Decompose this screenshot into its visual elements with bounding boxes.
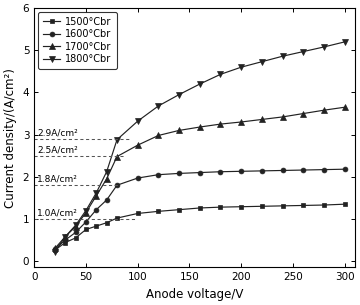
Line: 1600°Cbr: 1600°Cbr (53, 167, 347, 252)
1800°Cbr (53, 250, 57, 254)
1800°Cbr (260, 60, 264, 63)
1600°Cbr (301, 168, 305, 172)
1600°Cbr (198, 171, 202, 174)
1800°Cbr (322, 45, 326, 49)
1700°Cbr (94, 194, 99, 198)
1700°Cbr (260, 118, 264, 121)
1700°Cbr (218, 122, 222, 126)
1700°Cbr (342, 106, 347, 109)
1600°Cbr (84, 220, 88, 224)
Text: 2.5A/cm²: 2.5A/cm² (37, 145, 78, 154)
1500°Cbr (239, 205, 243, 209)
1500°Cbr (280, 204, 285, 208)
1700°Cbr (53, 247, 57, 250)
1800°Cbr (156, 104, 161, 108)
1600°Cbr (115, 183, 119, 187)
1700°Cbr (84, 211, 88, 214)
1700°Cbr (239, 120, 243, 124)
1700°Cbr (73, 225, 78, 228)
Text: 2.9A/cm²: 2.9A/cm² (37, 128, 78, 137)
1500°Cbr (342, 202, 347, 206)
Line: 1700°Cbr: 1700°Cbr (52, 104, 348, 252)
1500°Cbr (135, 212, 140, 215)
1500°Cbr (260, 204, 264, 208)
1800°Cbr (177, 93, 181, 96)
1800°Cbr (239, 65, 243, 69)
1500°Cbr (94, 224, 99, 228)
X-axis label: Anode voltage/V: Anode voltage/V (146, 288, 243, 301)
1800°Cbr (301, 50, 305, 53)
1500°Cbr (63, 241, 67, 244)
1600°Cbr (218, 170, 222, 174)
1800°Cbr (198, 82, 202, 86)
1700°Cbr (115, 155, 119, 158)
1800°Cbr (94, 191, 99, 195)
1600°Cbr (177, 172, 181, 175)
1800°Cbr (135, 119, 140, 123)
1700°Cbr (322, 108, 326, 112)
1800°Cbr (104, 170, 109, 174)
1600°Cbr (322, 168, 326, 171)
1600°Cbr (63, 238, 67, 242)
1600°Cbr (94, 208, 99, 211)
Text: 1.0A/cm²: 1.0A/cm² (37, 208, 78, 217)
1600°Cbr (342, 167, 347, 171)
1600°Cbr (53, 247, 57, 251)
1800°Cbr (115, 138, 119, 142)
Line: 1500°Cbr: 1500°Cbr (53, 202, 347, 253)
1500°Cbr (218, 205, 222, 209)
1500°Cbr (177, 208, 181, 211)
1500°Cbr (301, 204, 305, 207)
Text: 1.8A/cm²: 1.8A/cm² (37, 174, 78, 184)
1600°Cbr (239, 170, 243, 173)
1500°Cbr (156, 210, 161, 213)
1600°Cbr (135, 176, 140, 180)
1800°Cbr (218, 73, 222, 76)
1600°Cbr (260, 169, 264, 173)
1500°Cbr (322, 203, 326, 207)
Line: 1800°Cbr: 1800°Cbr (52, 39, 348, 255)
1600°Cbr (104, 198, 109, 202)
1700°Cbr (198, 125, 202, 129)
1500°Cbr (53, 248, 57, 252)
1500°Cbr (104, 221, 109, 224)
1500°Cbr (73, 236, 78, 240)
1800°Cbr (73, 224, 78, 227)
Legend: 1500°Cbr, 1600°Cbr, 1700°Cbr, 1800°Cbr: 1500°Cbr, 1600°Cbr, 1700°Cbr, 1800°Cbr (38, 12, 117, 69)
1700°Cbr (104, 177, 109, 181)
1800°Cbr (280, 54, 285, 58)
1600°Cbr (73, 231, 78, 234)
1700°Cbr (135, 143, 140, 147)
1600°Cbr (280, 169, 285, 172)
1700°Cbr (156, 134, 161, 137)
1700°Cbr (301, 112, 305, 115)
1500°Cbr (84, 228, 88, 231)
1700°Cbr (63, 235, 67, 239)
1500°Cbr (198, 206, 202, 210)
1700°Cbr (280, 115, 285, 119)
1800°Cbr (63, 235, 67, 239)
1500°Cbr (115, 216, 119, 220)
1800°Cbr (84, 209, 88, 212)
1600°Cbr (156, 173, 161, 177)
1800°Cbr (342, 40, 347, 44)
1700°Cbr (177, 129, 181, 132)
Y-axis label: Current density/(A/cm²): Current density/(A/cm²) (4, 68, 17, 208)
